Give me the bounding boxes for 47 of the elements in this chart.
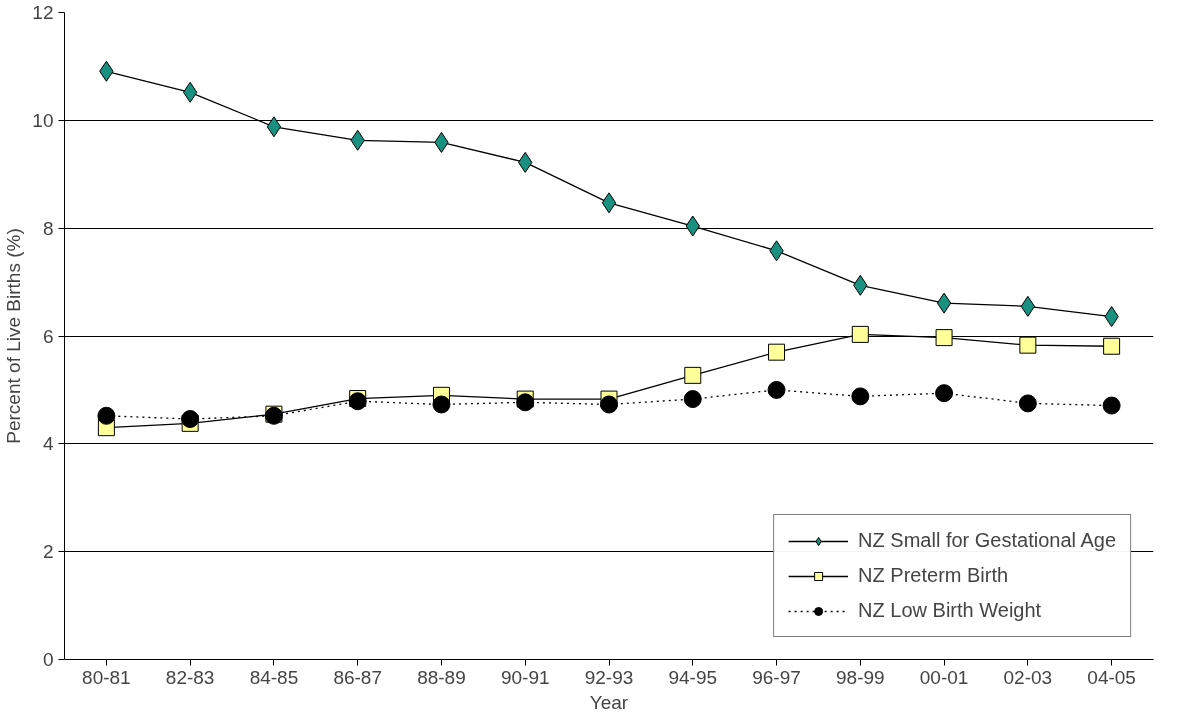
x-tick-label: 98-99 [836, 666, 885, 688]
x-tick-label: 90-91 [500, 666, 550, 688]
legend-label: NZ Preterm Birth [858, 564, 1009, 587]
point [182, 81, 198, 103]
y-axis-title: Percent of Live Births (%) [3, 228, 25, 444]
legend-label: NZ Small for Gestational Age [858, 529, 1116, 552]
x-tick-label: 82-83 [165, 666, 215, 688]
x-axis-title: Year [589, 691, 629, 713]
point [768, 343, 786, 361]
y-tick-label: 8 [42, 217, 54, 239]
legend-label: NZ Low Birth Weight [858, 599, 1042, 622]
y-tick-label: 12 [32, 2, 54, 23]
point [935, 384, 954, 403]
y-tick-label: 0 [42, 649, 54, 670]
x-tick-label: 86-87 [333, 666, 382, 688]
x-tick-label: 02-03 [1003, 666, 1053, 688]
point [1102, 396, 1121, 415]
x-tick-label: 88-89 [417, 666, 466, 688]
point [683, 390, 702, 409]
point [1103, 337, 1121, 355]
point [97, 406, 116, 425]
point [432, 395, 451, 414]
point [1020, 295, 1036, 317]
point [935, 329, 953, 347]
point [516, 393, 535, 412]
x-tick-label: 94-95 [668, 666, 718, 688]
x-tick-label: 92-93 [584, 666, 634, 688]
point [767, 380, 786, 399]
x-tick-label: 80-81 [82, 666, 131, 688]
point [181, 410, 200, 429]
point [936, 292, 952, 314]
point [851, 387, 870, 406]
y-tick-label: 2 [42, 541, 54, 563]
y-tick-label: 6 [42, 325, 54, 347]
y-tick-label: 10 [32, 109, 54, 131]
point [600, 395, 618, 414]
point [601, 192, 617, 214]
x-tick-label: 96-97 [752, 666, 801, 688]
point [684, 366, 702, 384]
point [1018, 394, 1037, 413]
y-tick-label: 4 [42, 433, 54, 455]
x-tick-label: 00-01 [919, 666, 969, 688]
x-tick-label: 84-85 [249, 666, 299, 688]
point [266, 116, 282, 138]
point [851, 325, 869, 343]
x-tick-label: 04-05 [1087, 666, 1136, 688]
point [1019, 336, 1037, 354]
